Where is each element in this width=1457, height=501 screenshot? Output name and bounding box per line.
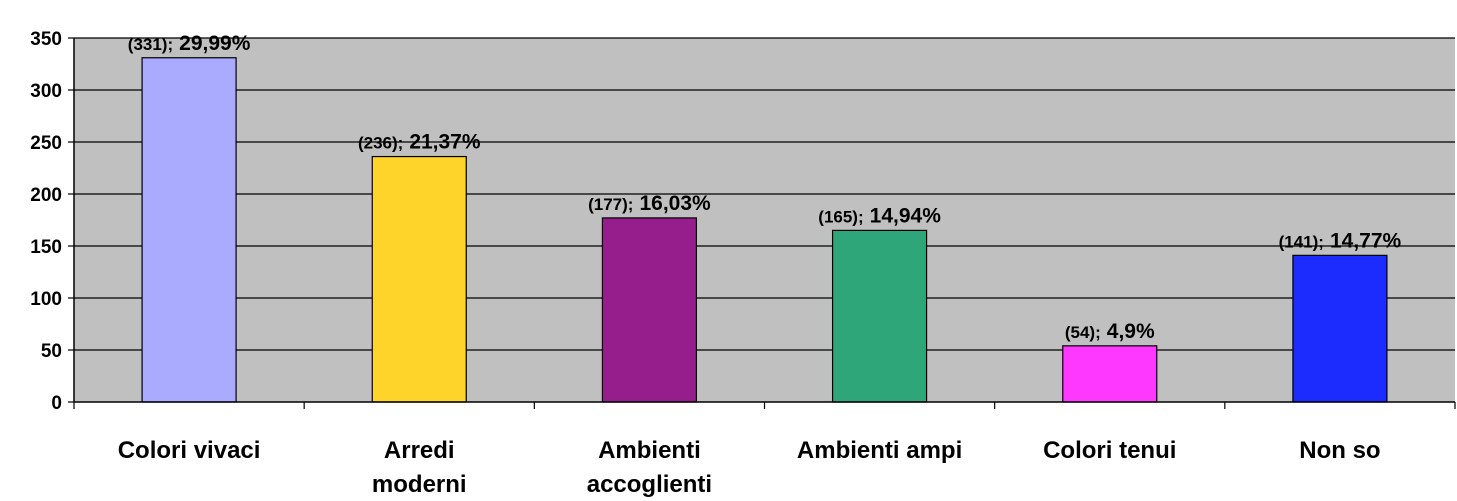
bar (141, 57, 237, 403)
y-tick-label: 0 (51, 393, 62, 414)
plot-area (74, 38, 1455, 402)
x-category-label: Non so (1299, 437, 1380, 464)
data-label-count: (331); (128, 35, 173, 54)
data-label: (331); 29,99% (128, 32, 251, 55)
x-category-label-line: Arredi (384, 437, 455, 464)
data-labels: (331); 29,99% (236); 21,37% (177); 16,03% (165… (128, 32, 1402, 343)
gridlines (74, 37, 1455, 351)
data-label: (177); 16,03% (588, 192, 711, 215)
data-label-count: (54); (1065, 323, 1101, 342)
bar (1062, 345, 1158, 403)
x-category-label: Colori vivaci (118, 437, 261, 464)
y-tick-label: 50 (41, 341, 62, 362)
x-axis-labels: Colori vivaci Arredi moderni Ambienti accogl… (118, 437, 1381, 498)
x-category-label: Colori tenui (1043, 437, 1176, 464)
x-category-label-line: Ambienti (598, 437, 701, 464)
y-tick-label: 150 (30, 237, 62, 258)
bar (371, 155, 467, 403)
x-category-label: Ambienti ampi (797, 437, 962, 464)
bar (1292, 254, 1388, 403)
data-label-percent: 21,37% (409, 131, 481, 154)
data-label-percent: 14,77% (1330, 229, 1402, 252)
bar (601, 217, 698, 403)
y-tick-label: 100 (30, 289, 62, 310)
x-category-label-line: moderni (372, 471, 467, 498)
y-tick-label: 200 (30, 185, 62, 206)
data-label-percent: 14,94% (870, 204, 942, 227)
data-label-percent: 16,03% (639, 192, 711, 215)
x-category-label: Arredi moderni (372, 437, 467, 498)
data-label: (54); 4,9% (1065, 320, 1155, 343)
data-label-percent: 4,9% (1107, 320, 1155, 343)
axes (73, 38, 1456, 409)
data-label: (236); 21,37% (358, 131, 481, 154)
x-category-label-line: accoglienti (587, 471, 712, 498)
data-label: (141); 14,77% (1279, 229, 1402, 252)
y-tick-label: 250 (30, 133, 62, 154)
bars (141, 57, 1388, 403)
y-tick-label: 350 (30, 29, 62, 50)
x-category-label-line: Non so (1299, 437, 1380, 464)
data-label-count: (141); (1279, 232, 1324, 251)
data-label-count: (177); (588, 195, 633, 214)
x-category-label-line: Colori vivaci (118, 437, 261, 464)
bar (831, 229, 928, 403)
x-category-label-line: Colori tenui (1043, 437, 1176, 464)
x-category-label: Ambienti accoglienti (587, 437, 712, 498)
y-tick-label: 300 (30, 81, 62, 102)
data-label: (165); 14,94% (818, 204, 941, 227)
y-axis-ticks: 0 50 100 150 200 250 300 350 (30, 29, 74, 414)
data-label-percent: 29,99% (179, 32, 251, 55)
data-label-count: (165); (818, 207, 863, 226)
x-category-label-line: Ambienti ampi (797, 437, 962, 464)
data-label-count: (236); (358, 134, 403, 153)
